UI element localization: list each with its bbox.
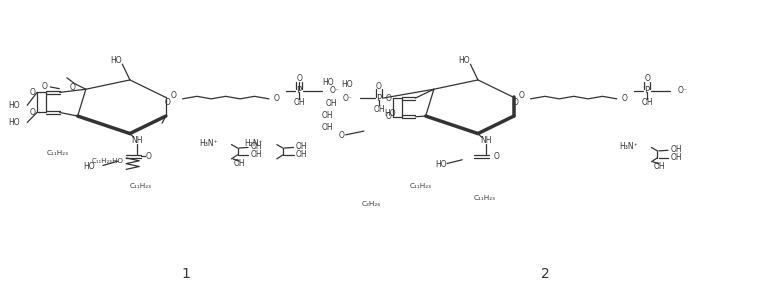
Text: O: O: [274, 94, 280, 103]
Text: NH: NH: [480, 136, 491, 145]
Text: O: O: [376, 82, 382, 91]
Text: OH: OH: [322, 111, 334, 120]
Text: OH: OH: [250, 150, 262, 159]
Text: O: O: [69, 83, 75, 92]
Text: P: P: [644, 86, 650, 95]
Text: O: O: [385, 112, 391, 121]
Text: OH: OH: [326, 99, 337, 108]
Text: OH: OH: [250, 142, 262, 151]
Text: O: O: [494, 152, 500, 161]
Text: O: O: [512, 98, 518, 107]
Text: O: O: [41, 82, 47, 91]
Text: HO: HO: [8, 118, 20, 127]
Text: OH: OH: [322, 123, 334, 132]
Text: H₃N⁺: H₃N⁺: [619, 142, 637, 151]
Text: O: O: [296, 74, 302, 83]
Text: OH: OH: [296, 142, 308, 151]
Text: 2: 2: [541, 268, 550, 281]
Text: OH: OH: [670, 153, 682, 162]
Text: 1: 1: [182, 268, 190, 281]
Text: O⁻: O⁻: [343, 94, 352, 103]
Text: C₁₁H₂₅HO: C₁₁H₂₅HO: [92, 158, 124, 164]
Text: C₁₁H₂₃: C₁₁H₂₃: [474, 196, 496, 202]
Text: OH: OH: [293, 98, 305, 107]
Text: OH: OH: [373, 105, 385, 113]
Text: HO: HO: [384, 109, 396, 118]
Text: O: O: [30, 88, 36, 97]
Text: OH: OH: [233, 159, 245, 168]
Text: O: O: [385, 94, 391, 103]
Text: HO: HO: [435, 160, 447, 168]
Text: O: O: [644, 74, 650, 83]
Text: O: O: [518, 91, 525, 100]
Text: C₁₁H₂₃: C₁₁H₂₃: [46, 149, 68, 156]
Text: P: P: [296, 86, 302, 95]
Text: HO: HO: [83, 162, 96, 171]
Text: H₃N⁺: H₃N⁺: [199, 139, 218, 149]
Text: P: P: [377, 94, 381, 103]
Text: O: O: [171, 91, 177, 100]
Text: HO: HO: [459, 56, 470, 65]
Text: HO: HO: [341, 80, 352, 89]
Text: HO: HO: [322, 78, 334, 87]
Text: O: O: [339, 131, 345, 140]
Text: HO: HO: [111, 56, 122, 65]
Text: OH: OH: [670, 145, 682, 154]
Text: O: O: [146, 152, 152, 161]
Text: O: O: [30, 108, 36, 117]
Text: OH: OH: [641, 98, 653, 107]
Text: C₁₁H₂₃: C₁₁H₂₃: [130, 183, 152, 189]
Text: H₂N⁺: H₂N⁺: [245, 139, 263, 149]
Text: C₁₁H₂₃: C₁₁H₂₃: [409, 183, 431, 189]
Text: O⁻: O⁻: [330, 86, 340, 95]
Text: C₃H₂₆: C₃H₂₆: [362, 201, 381, 207]
Text: NH: NH: [132, 136, 143, 145]
Text: O: O: [622, 94, 628, 103]
Text: O⁻: O⁻: [678, 86, 688, 95]
Text: O: O: [164, 98, 171, 107]
Text: OH: OH: [296, 150, 308, 159]
Text: OH: OH: [653, 162, 665, 171]
Text: HO: HO: [8, 101, 20, 110]
